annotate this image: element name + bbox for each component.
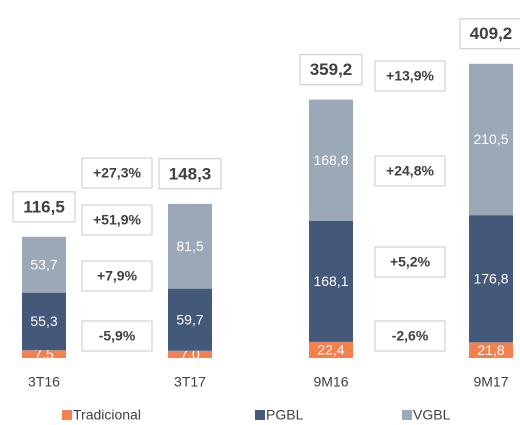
bar-segment xyxy=(168,288,212,351)
legend-label: Tradicional xyxy=(73,407,141,423)
label-box xyxy=(459,18,520,50)
label-box xyxy=(374,246,446,278)
label-box xyxy=(299,54,363,86)
label-box xyxy=(12,191,76,223)
bar-segment xyxy=(22,236,66,293)
bar-segment xyxy=(22,292,66,351)
growth-label: +27,3% xyxy=(93,165,141,181)
bar-segment xyxy=(309,221,353,342)
growth-label: -2,6% xyxy=(392,328,429,344)
label-box xyxy=(81,157,153,189)
value-label: 22,4 xyxy=(317,342,344,358)
legend-swatch xyxy=(402,410,412,420)
legend-swatch xyxy=(62,410,72,420)
value-label: 53,7 xyxy=(30,256,57,272)
growth-label: +51,9% xyxy=(93,212,141,228)
value-label: 168,1 xyxy=(313,273,348,289)
total-label: 359,2 xyxy=(310,60,353,79)
value-label: 210,5 xyxy=(473,131,508,147)
bar-segment xyxy=(22,350,66,358)
label-box xyxy=(81,260,153,292)
bar-segment xyxy=(309,99,353,222)
bar-segment xyxy=(309,341,353,358)
legend-swatch xyxy=(255,410,265,420)
growth-label: +7,9% xyxy=(97,268,138,284)
x-tick-label: 9M17 xyxy=(473,374,508,390)
value-label: 168,8 xyxy=(313,152,348,168)
growth-label: -5,9% xyxy=(99,328,136,344)
total-label: 409,2 xyxy=(470,24,513,43)
legend-label: VGBL xyxy=(413,407,451,423)
label-box xyxy=(81,204,153,236)
label-box xyxy=(374,60,446,92)
value-label: 21,8 xyxy=(477,342,504,358)
legend-label: PGBL xyxy=(266,407,304,423)
bar-segment xyxy=(469,215,513,343)
bar-segment xyxy=(469,63,513,216)
label-box xyxy=(158,158,222,190)
bar-segment xyxy=(469,342,513,358)
growth-label: +5,2% xyxy=(390,254,431,270)
value-label: 81,5 xyxy=(176,238,203,254)
value-label: 55,3 xyxy=(30,313,57,329)
total-label: 116,5 xyxy=(23,197,65,216)
bar-segment xyxy=(168,350,212,358)
value-label: 59,7 xyxy=(176,311,203,327)
x-tick-label: 3T17 xyxy=(174,374,206,390)
label-box xyxy=(374,320,446,352)
growth-label: +13,9% xyxy=(386,68,434,84)
bar-segment xyxy=(168,203,212,289)
x-tick-label: 3T16 xyxy=(28,374,60,390)
total-label: 148,3 xyxy=(169,164,212,183)
growth-label: +24,8% xyxy=(386,163,434,179)
label-box xyxy=(81,320,153,352)
x-tick-label: 9M16 xyxy=(313,374,348,390)
label-box xyxy=(374,155,446,187)
value-label: 176,8 xyxy=(473,270,508,286)
